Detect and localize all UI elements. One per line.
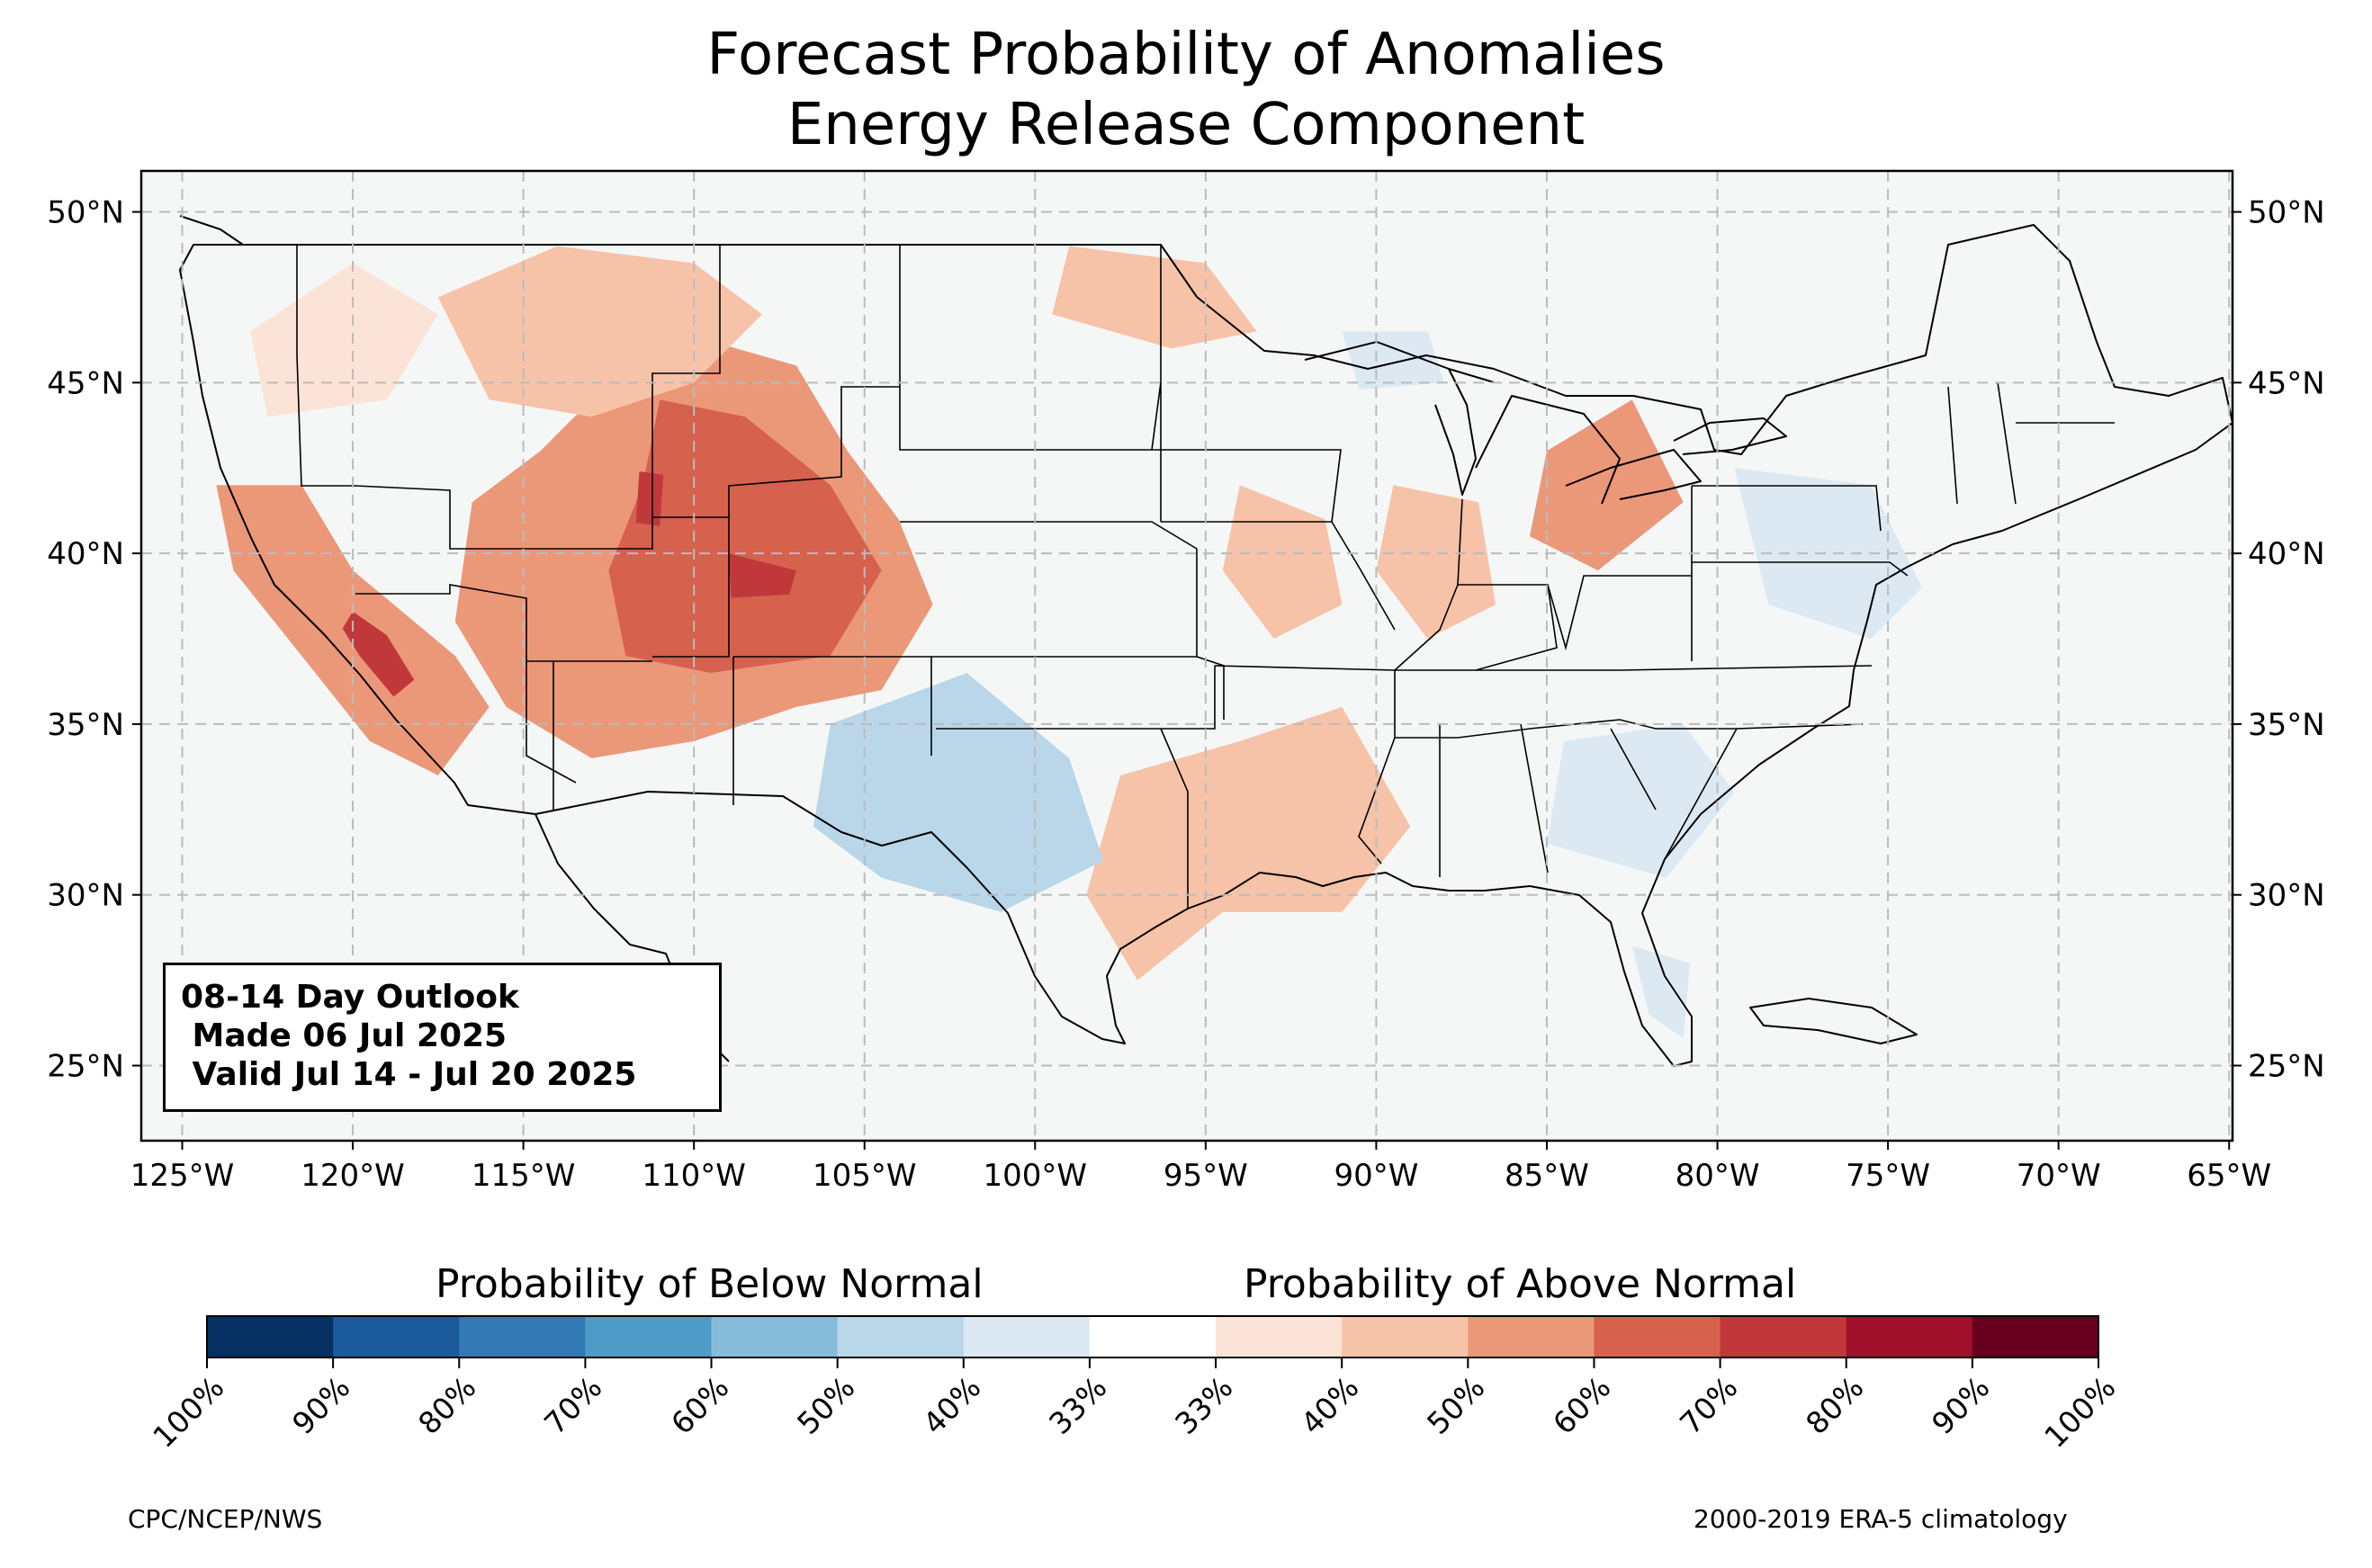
anomaly-region-above-2	[728, 553, 796, 598]
colorbar	[206, 1315, 2099, 1368]
anomaly-layer	[216, 246, 1922, 1039]
lat-tick-label-right: 40°N	[2248, 536, 2325, 572]
lon-tick-label: 105°W	[813, 1158, 917, 1194]
anomaly-region-below-15	[1547, 723, 1735, 878]
lon-tick-label: 100°W	[984, 1158, 1088, 1194]
anomaly-region-above-9	[1222, 485, 1343, 639]
colorbar-frame	[206, 1315, 2099, 1358]
lat-tick-label-right: 35°N	[2248, 707, 2325, 743]
colorbar-bin-above	[1594, 1316, 1721, 1357]
canada-coast	[179, 215, 244, 246]
anomaly-region-above-5	[342, 611, 415, 697]
lon-tick-label: 95°W	[1164, 1158, 1248, 1194]
colorbar-bin-above	[1972, 1316, 2099, 1357]
lon-tick-label: 110°W	[642, 1158, 746, 1194]
anomaly-region-below-14	[1734, 468, 1922, 639]
anomaly-region-below-16	[1631, 945, 1691, 1039]
map-frame	[139, 169, 2234, 1142]
colorbar-bin-below	[585, 1316, 713, 1357]
chart-title-line-1: Forecast Probability of Anomalies	[706, 22, 1666, 88]
colorbar-above-heading: Probability of Above Normal	[1244, 1261, 1797, 1307]
colorbar-bin-below	[207, 1316, 334, 1357]
colorbar-bin-below	[963, 1316, 1091, 1357]
colorbar-bin-above	[1720, 1316, 1847, 1357]
colorbar-bin-below	[711, 1316, 839, 1357]
great-lakes	[1304, 341, 1787, 505]
graticule	[141, 171, 2233, 1141]
lat-tick-label-left: 45°N	[47, 365, 124, 401]
lon-tick-label: 75°W	[1846, 1158, 1930, 1194]
cuba-outline	[1749, 998, 1918, 1044]
axis-labels: 50°N 50°N 45°N 45°N 40°N 40°N 35°N 35°N 30°N 30°N…	[47, 195, 2324, 1194]
credit-source: CPC/NCEP/NWS	[128, 1504, 323, 1534]
lat-tick-label-left: 35°N	[47, 707, 124, 743]
colorbar-bin-above	[1342, 1316, 1469, 1357]
colorbar-bin-below	[459, 1316, 586, 1357]
anomaly-region-above-10	[1376, 485, 1496, 639]
land-outline	[179, 215, 2233, 1067]
colorbar-bin-below	[333, 1316, 460, 1357]
colorbar-bin-above	[1846, 1316, 1973, 1357]
lat-tick-label-right: 45°N	[2248, 365, 2325, 401]
lat-tick-label-right: 30°N	[2248, 878, 2325, 914]
lon-tick-label: 120°W	[301, 1158, 405, 1194]
outlook-made-date: Made 06 Jul 2025	[181, 1017, 508, 1054]
lat-tick-label-right: 25°N	[2248, 1048, 2325, 1084]
colorbar-bin-above	[1216, 1316, 1343, 1357]
colorbar-bin-normal	[1089, 1316, 1217, 1357]
anomaly-region-above-6	[437, 246, 762, 417]
anomaly-region-above-3	[635, 471, 664, 526]
lon-tick-label: 70°W	[2017, 1158, 2101, 1194]
lat-tick-label-left: 50°N	[47, 195, 124, 231]
colorbar-bin-below	[837, 1316, 965, 1357]
lat-tick-label-left: 30°N	[47, 878, 124, 914]
lon-tick-label: 85°W	[1505, 1158, 1589, 1194]
colorbar-below-heading: Probability of Below Normal	[436, 1261, 984, 1307]
credit-climatology: 2000-2019 ERA-5 climatology	[1694, 1504, 2068, 1534]
lon-tick-label: 90°W	[1334, 1158, 1418, 1194]
anomaly-region-above-1	[608, 399, 882, 673]
conus-outline	[179, 224, 2233, 1067]
state-borders	[234, 244, 2115, 909]
chart-title-line-2: Energy Release Component	[786, 92, 1586, 158]
anomaly-region-below-17	[1342, 331, 1445, 390]
anomaly-region-below-13	[813, 673, 1104, 912]
lon-tick-label: 125°W	[130, 1158, 235, 1194]
lat-tick-label-left: 40°N	[47, 536, 124, 572]
lon-tick-label: 115°W	[472, 1158, 576, 1194]
lat-tick-label-left: 25°N	[47, 1048, 124, 1084]
lon-tick-label: 80°W	[1676, 1158, 1760, 1194]
outlook-info-box: 08-14 Day Outlook Made 06 Jul 2025 Valid…	[163, 963, 722, 1112]
colorbar-bin-above	[1468, 1316, 1595, 1357]
outlook-period: 08-14 Day Outlook	[181, 979, 519, 1016]
anomaly-region-above-12	[1086, 706, 1411, 981]
lon-tick-label: 65°W	[2187, 1158, 2271, 1194]
lat-tick-label-right: 50°N	[2248, 195, 2325, 231]
outlook-valid-range: Valid Jul 14 - Jul 20 2025	[181, 1056, 637, 1093]
anomaly-region-above-11	[1530, 399, 1684, 571]
